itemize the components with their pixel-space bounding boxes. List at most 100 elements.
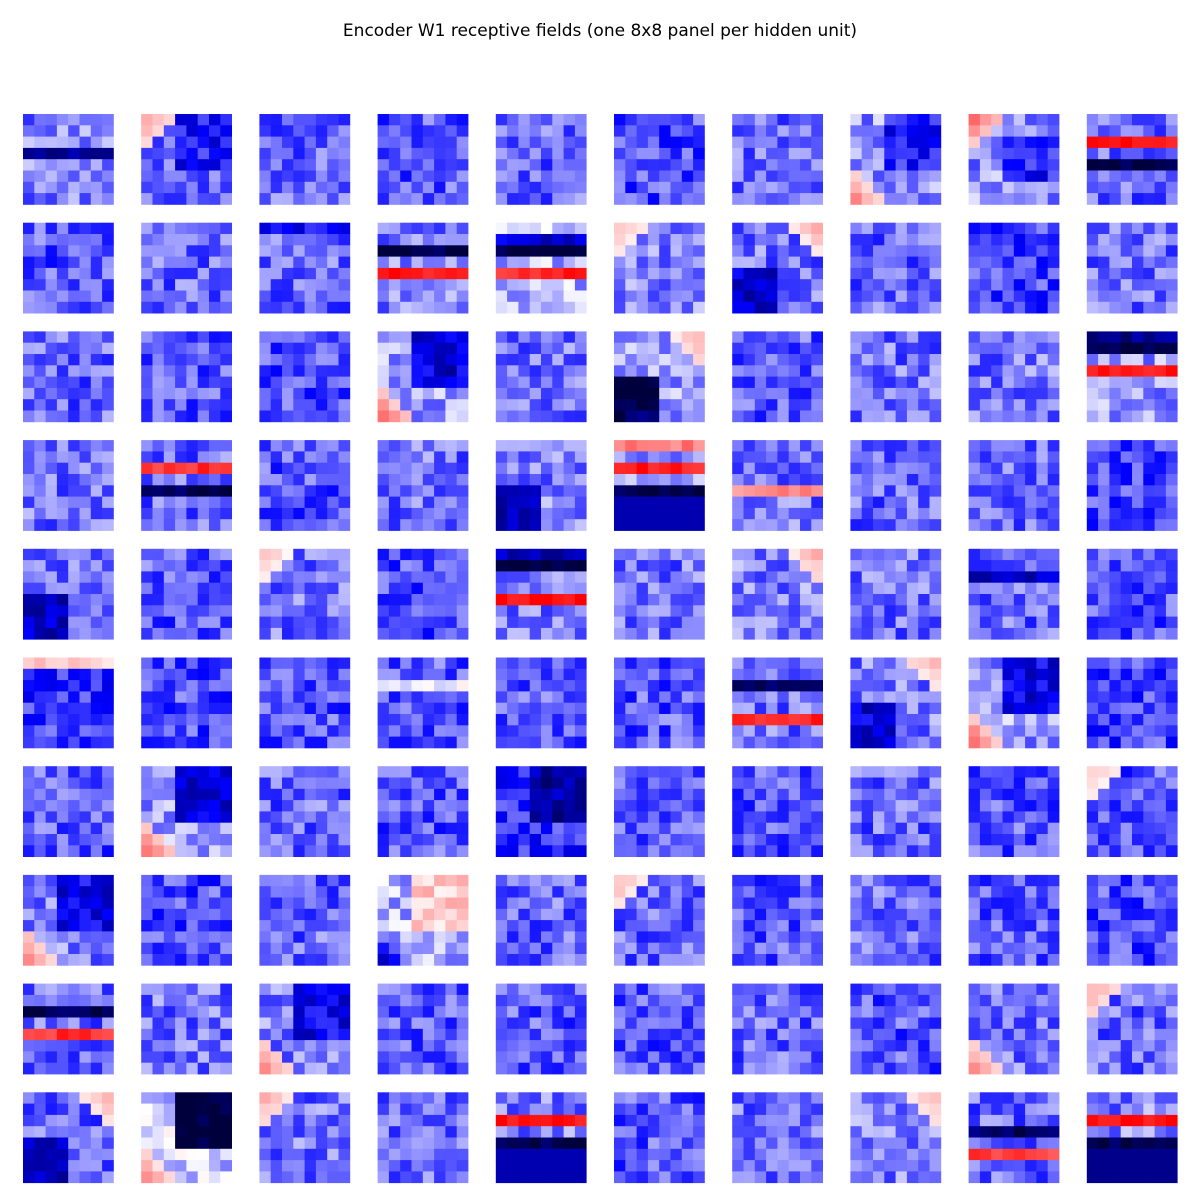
- weight-cell: [388, 376, 401, 389]
- weight-cell: [1165, 181, 1178, 194]
- weight-cell: [1047, 616, 1060, 629]
- weight-cell: [1098, 766, 1110, 778]
- weight-cell: [625, 376, 637, 389]
- weight-cell: [79, 181, 92, 194]
- weight-cell: [45, 548, 58, 561]
- weight-cell: [400, 736, 412, 749]
- weight-cell: [518, 627, 531, 640]
- weight-cell: [495, 691, 508, 704]
- weight-cell: [163, 519, 176, 531]
- weight-cell: [529, 702, 542, 715]
- weight-cell: [456, 822, 469, 835]
- weight-cell: [56, 279, 69, 291]
- weight-cell: [90, 519, 103, 531]
- weight-cell: [1098, 170, 1110, 183]
- weight-cell: [68, 874, 80, 887]
- weight-cell: [541, 605, 553, 617]
- weight-cell: [456, 376, 469, 389]
- weight-cell: [163, 181, 176, 194]
- weight-cell: [434, 886, 446, 898]
- weight-cell: [197, 147, 210, 160]
- weight-cell: [636, 777, 649, 790]
- weight-cell: [220, 331, 232, 344]
- weight-cell: [56, 222, 69, 235]
- weight-cell: [563, 193, 576, 205]
- weight-cell: [850, 354, 863, 366]
- weight-cell: [518, 668, 531, 681]
- weight-cell: [693, 193, 705, 205]
- weight-cell: [1098, 181, 1110, 194]
- weight-cell: [163, 496, 176, 509]
- weight-cell: [743, 834, 756, 846]
- weight-cell: [327, 399, 339, 411]
- weight-cell: [518, 886, 531, 898]
- weight-cell: [293, 897, 305, 910]
- weight-cell: [445, 181, 458, 194]
- weight-cell: [968, 560, 981, 572]
- weight-cell: [991, 125, 1003, 137]
- weight-cell: [659, 440, 671, 452]
- weight-cell: [293, 279, 305, 291]
- weight-cell: [422, 725, 435, 737]
- weight-cell: [541, 657, 553, 670]
- weight-cell: [732, 657, 744, 670]
- weight-cell: [777, 147, 790, 160]
- weight-cell: [327, 365, 339, 377]
- weight-cell: [422, 485, 435, 497]
- weight-cell: [338, 942, 351, 955]
- weight-cell: [884, 507, 896, 520]
- weight-cell: [45, 897, 58, 910]
- weight-cell: [45, 931, 58, 944]
- weight-cell: [315, 594, 328, 606]
- weight-cell: [34, 159, 46, 171]
- weight-cell: [800, 301, 812, 314]
- weight-cell: [659, 290, 671, 303]
- weight-cell: [529, 376, 542, 389]
- weight-cell: [1098, 440, 1110, 452]
- weight-cell: [282, 245, 294, 257]
- weight-cell: [861, 788, 874, 801]
- weight-cell: [552, 222, 564, 235]
- weight-cell: [23, 627, 35, 640]
- weight-cell: [1086, 245, 1099, 257]
- weight-cell: [79, 159, 92, 171]
- weight-cell: [918, 822, 930, 835]
- weight-cell: [304, 125, 317, 137]
- weight-cell: [163, 193, 176, 205]
- weight-cell: [163, 125, 176, 137]
- unit-panel-50: [23, 657, 114, 749]
- weight-cell: [929, 234, 942, 246]
- weight-cell: [197, 462, 210, 475]
- weight-cell: [1165, 605, 1178, 617]
- weight-cell: [1132, 440, 1144, 452]
- weight-cell: [552, 680, 564, 692]
- weight-cell: [788, 256, 801, 269]
- weight-cell: [754, 571, 767, 584]
- weight-cell: [400, 811, 412, 824]
- weight-cell: [68, 170, 80, 183]
- weight-cell: [647, 822, 660, 835]
- weight-cell: [788, 342, 801, 355]
- weight-cell: [754, 834, 767, 846]
- weight-cell: [906, 668, 919, 681]
- weight-cell: [850, 474, 863, 486]
- weight-cell: [456, 845, 469, 857]
- weight-cell: [929, 845, 942, 857]
- weight-cell: [1047, 114, 1060, 126]
- weight-cell: [152, 485, 165, 497]
- weight-cell: [495, 451, 508, 464]
- weight-cell: [850, 267, 863, 280]
- weight-cell: [388, 267, 401, 280]
- weight-cell: [400, 301, 412, 314]
- weight-cell: [614, 181, 626, 194]
- weight-cell: [34, 822, 46, 835]
- weight-cell: [693, 931, 705, 944]
- weight-cell: [895, 474, 908, 486]
- weight-cell: [495, 440, 508, 452]
- weight-cell: [625, 908, 637, 921]
- weight-cell: [23, 147, 35, 160]
- weight-cell: [1154, 279, 1167, 291]
- weight-cell: [304, 725, 317, 737]
- weight-cell: [1143, 440, 1155, 452]
- weight-cell: [163, 942, 176, 955]
